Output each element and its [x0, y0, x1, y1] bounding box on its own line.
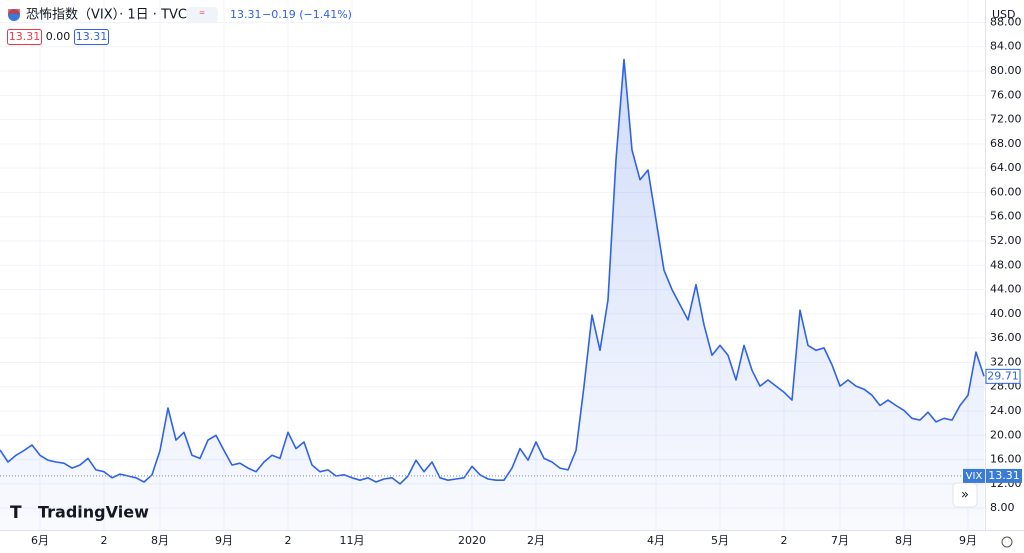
y-tick-label: 72.00: [990, 113, 1022, 126]
settings-button[interactable]: [1001, 536, 1013, 548]
x-tick-label: 6月: [31, 534, 49, 547]
price-change: −0.19 (−1.41%): [262, 8, 352, 21]
y-tick-label: 80.00: [990, 64, 1022, 77]
y-tick-label: 32.00: [990, 355, 1022, 368]
x-tick-label: 5月: [711, 534, 729, 547]
y-tick-label: 36.00: [990, 331, 1022, 344]
ask-box[interactable]: [74, 29, 109, 45]
x-tick-label: 9月: [959, 534, 977, 547]
x-tick-label: 2: [781, 534, 788, 547]
symbol-title[interactable]: 恐怖指数（VIX）· 1日 · TVC: [26, 7, 187, 23]
y-tick-label: 24.00: [990, 404, 1022, 417]
y-tick-label: 56.00: [990, 210, 1022, 223]
bid-box[interactable]: [7, 29, 42, 45]
bid-price: 13.31: [9, 30, 41, 43]
x-tick-label: 2: [285, 534, 292, 547]
last-price: 13.31: [230, 8, 262, 21]
flag-icon: [8, 9, 20, 14]
y-tick-label: 68.00: [990, 137, 1022, 150]
currency-box[interactable]: [987, 5, 1019, 24]
toggle-button[interactable]: [187, 7, 218, 23]
brand: TradingView: [38, 503, 149, 522]
y-tick-label: 60.00: [990, 185, 1022, 198]
x-tick-label: 2月: [527, 534, 545, 547]
ask-price: 13.31: [76, 30, 108, 43]
line: [0, 58, 985, 485]
x-tick-label: 9月: [215, 534, 233, 547]
toggle-icon: ⁼: [199, 8, 205, 22]
price-label: 13.31: [988, 469, 1020, 482]
brand-logo: T: [10, 503, 22, 523]
y-tick-label: 40.00: [990, 307, 1022, 320]
x-tick-label: 2020: [458, 534, 486, 547]
y-tick-label: 52.00: [990, 234, 1022, 247]
spread: 0.00: [46, 30, 71, 43]
y-tick-label: 84.00: [990, 40, 1022, 53]
price-box: [986, 468, 1022, 483]
scroll-button[interactable]: [952, 482, 978, 508]
area-fill: [0, 59, 984, 530]
price-name-box: [963, 468, 985, 483]
y-tick-label: 16.00: [990, 453, 1022, 466]
last-value-label: 29.71: [987, 369, 1019, 382]
currency[interactable]: USD: [992, 8, 1016, 21]
grid: [0, 0, 985, 530]
y-tick-label: 76.00: [990, 88, 1022, 101]
x-tick-label: 11月: [340, 534, 365, 547]
price-name: VIX: [966, 471, 983, 482]
last-value-box: [985, 368, 1021, 384]
y-tick-label: 8.00: [990, 501, 1015, 514]
x-tick-label: 8月: [895, 534, 913, 547]
x-tick-label: 4月: [647, 534, 665, 547]
x-tick-label: 7月: [831, 534, 849, 547]
x-tick-label: 2: [101, 534, 108, 547]
y-tick-label: 88.00: [990, 15, 1022, 28]
y-tick-label: 44.00: [990, 283, 1022, 296]
scroll-icon: »: [961, 488, 969, 503]
y-tick-label: 64.00: [990, 161, 1022, 174]
x-tick-label: 8月: [151, 534, 169, 547]
plot: [0, 58, 985, 530]
y-tick-label: 48.00: [990, 258, 1022, 271]
y-tick-label: 20.00: [990, 428, 1022, 441]
